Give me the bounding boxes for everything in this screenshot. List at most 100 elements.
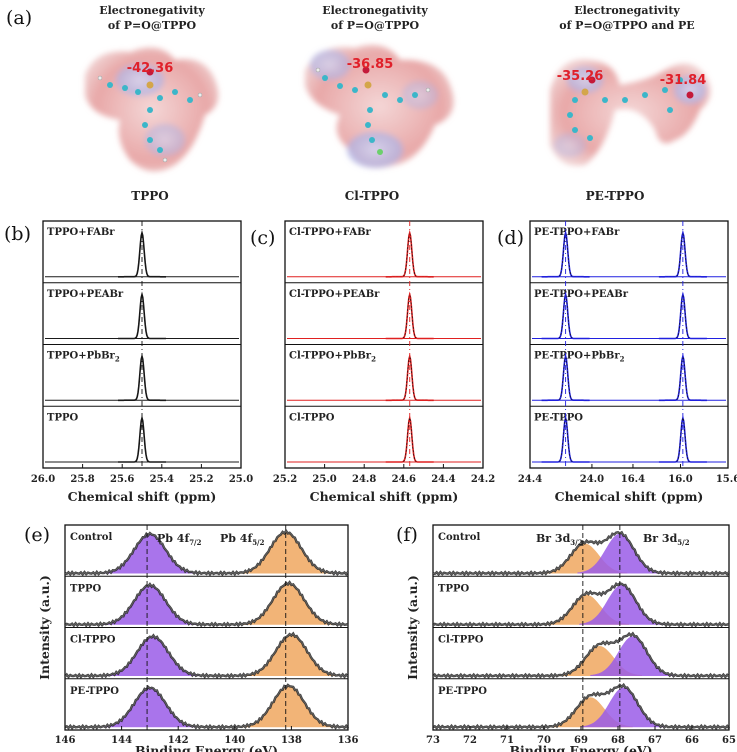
xps-envelope — [64, 632, 349, 678]
y-axis-title: Intensity (a.u.) — [37, 575, 52, 680]
row-label: TPPO+FABr — [47, 227, 115, 238]
panel-c: (c) Cl-TPPO+FABr Cl-TPPO+PEABr Cl-TPPO+PbB… — [250, 220, 495, 504]
x-tick-label: 24.6 — [392, 474, 416, 485]
xps-envelope — [64, 581, 349, 627]
xps-envelope — [64, 530, 349, 576]
panel-b: (b) TPPO+FABr TPPO+PEABr TPPO+PbBr2 TPPO 26.… — [4, 220, 253, 504]
molecule-name: Cl-TPPO — [345, 189, 400, 203]
panel-label-c: (c) — [250, 227, 275, 249]
row-label: Cl-TPPO+FABr — [289, 227, 372, 238]
x-tick-label: 138 — [281, 735, 302, 746]
x-tick-label: 26.0 — [31, 474, 55, 485]
x-tick-label: 140 — [224, 735, 245, 746]
panel-a: (a) Electronegativity of P=O@TPPO - — [6, 4, 711, 203]
molecule-cl-tppo: Electronegativity of P=O@TPPO -36.85 Cl-… — [305, 4, 454, 203]
row-label: Cl-TPPO — [70, 635, 116, 646]
peak-label: Pb 4f7/2 — [157, 532, 202, 547]
row-label-text: Cl-TPPO — [289, 412, 335, 423]
esp-value: -35.26 — [557, 69, 604, 84]
esp-value: -31.84 — [660, 73, 707, 88]
esp-value: -36.85 — [347, 57, 394, 72]
row-label-text: TPPO+FABr — [47, 227, 115, 238]
row-label: Control — [438, 532, 480, 543]
panel-d: (d) PE-TPPO+FABr PE-TPPO+PEABr PE-TPPO+PbB… — [497, 220, 737, 504]
row-label-text: TPPO+PEABr — [47, 289, 124, 300]
x-tick-label: 65 — [722, 735, 736, 746]
x-tick-label: 69 — [574, 735, 588, 746]
x-tick-label: 16.0 — [668, 474, 692, 485]
molecule-title-line2: of P=O@TPPO and PE — [559, 19, 694, 32]
x-tick-label: 68 — [611, 735, 625, 746]
row-label: Cl-TPPO+PbBr2 — [289, 351, 376, 364]
row-label-text: PE-TPPO+FABr — [534, 227, 620, 238]
x-tick-label: 71 — [500, 735, 514, 746]
panel-label-b: (b) — [4, 223, 31, 245]
x-tick-label: 25.2 — [189, 474, 213, 485]
row-label-text: PE-TPPO+PEABr — [534, 289, 629, 300]
molecule-name: PE-TPPO — [586, 189, 645, 203]
xps-envelope — [432, 582, 730, 627]
row-label: PE-TPPO — [438, 686, 487, 697]
row-label-subscript: 2 — [115, 355, 120, 364]
x-tick-label: 67 — [648, 735, 662, 746]
x-axis-title: Binding Energy (eV) — [135, 743, 278, 752]
x-tick-label: 24.0 — [580, 474, 604, 485]
row-label: Cl-TPPO — [438, 635, 484, 646]
row-label: TPPO+PbBr2 — [47, 351, 120, 364]
x-tick-label: 72 — [463, 735, 477, 746]
x-axis-title: Binding Energy (eV) — [509, 743, 652, 752]
x-tick-label: 136 — [338, 735, 359, 746]
atoms — [97, 68, 203, 163]
xps-envelope — [432, 684, 730, 729]
row-label-text: Cl-TPPO+PEABr — [289, 289, 380, 300]
x-tick-label: 144 — [111, 735, 132, 746]
x-tick-label: 25.0 — [229, 474, 253, 485]
peak-label: Br 3d3/2 — [536, 532, 583, 547]
esp-value: -42.36 — [127, 61, 174, 76]
xps-envelope — [432, 632, 730, 678]
peak-label-main: Pb 4f — [220, 532, 253, 545]
peak-label-main: Pb 4f — [157, 532, 190, 545]
peak-label-sub: 3/2 — [570, 538, 582, 547]
x-tick-label: 24.2 — [471, 474, 495, 485]
row-label: TPPO — [438, 583, 469, 594]
x-tick-label: 70 — [537, 735, 551, 746]
row-label: TPPO — [47, 412, 78, 423]
x-tick-label: 25.4 — [150, 474, 174, 485]
molecule-title-line2: of P=O@TPPO — [331, 19, 420, 32]
x-tick-label: 25.2 — [273, 474, 297, 485]
x-axis-title: Chemical shift (ppm) — [555, 489, 704, 504]
x-tick-label: 25.0 — [312, 474, 336, 485]
row-label: PE-TPPO+PbBr2 — [534, 351, 625, 364]
x-tick-label: 24.8 — [352, 474, 376, 485]
row-label: TPPO — [70, 583, 101, 594]
row-label-text: TPPO — [47, 412, 78, 423]
panel-label-a: (a) — [6, 7, 32, 29]
molecule-name: TPPO — [131, 189, 168, 203]
molecule-title-line1: Electronegativity — [574, 4, 680, 17]
molecule-title-line2: of P=O@TPPO — [108, 19, 197, 32]
panel-label-f: (f) — [396, 524, 418, 546]
row-label-text: Cl-TPPO+FABr — [289, 227, 372, 238]
atoms — [567, 76, 694, 141]
x-tick-label: 25.6 — [110, 474, 134, 485]
peak-label-sub: 7/2 — [189, 538, 201, 547]
molecule-title-line1: Electronegativity — [322, 4, 428, 17]
xps-envelope — [432, 531, 730, 576]
x-tick-label: 24.4 — [518, 474, 542, 485]
panel-label-e: (e) — [24, 524, 50, 546]
x-tick-label: 15.6 — [716, 474, 737, 485]
x-tick-label: 73 — [426, 735, 440, 746]
row-label: PE-TPPO — [70, 686, 119, 697]
x-tick-label: 66 — [685, 735, 699, 746]
esp-surface — [305, 44, 454, 168]
y-axis-title: Intensity (a.u.) — [405, 575, 420, 680]
row-label-text: PE-TPPO+PbBr — [534, 351, 620, 362]
panel-label-d: (d) — [497, 227, 524, 249]
row-label-subscript: 2 — [371, 355, 376, 364]
row-label-text: PE-TPPO — [534, 412, 583, 423]
x-axis-title: Chemical shift (ppm) — [310, 489, 459, 504]
row-label: Control — [70, 532, 112, 543]
xps-envelope — [64, 684, 349, 729]
